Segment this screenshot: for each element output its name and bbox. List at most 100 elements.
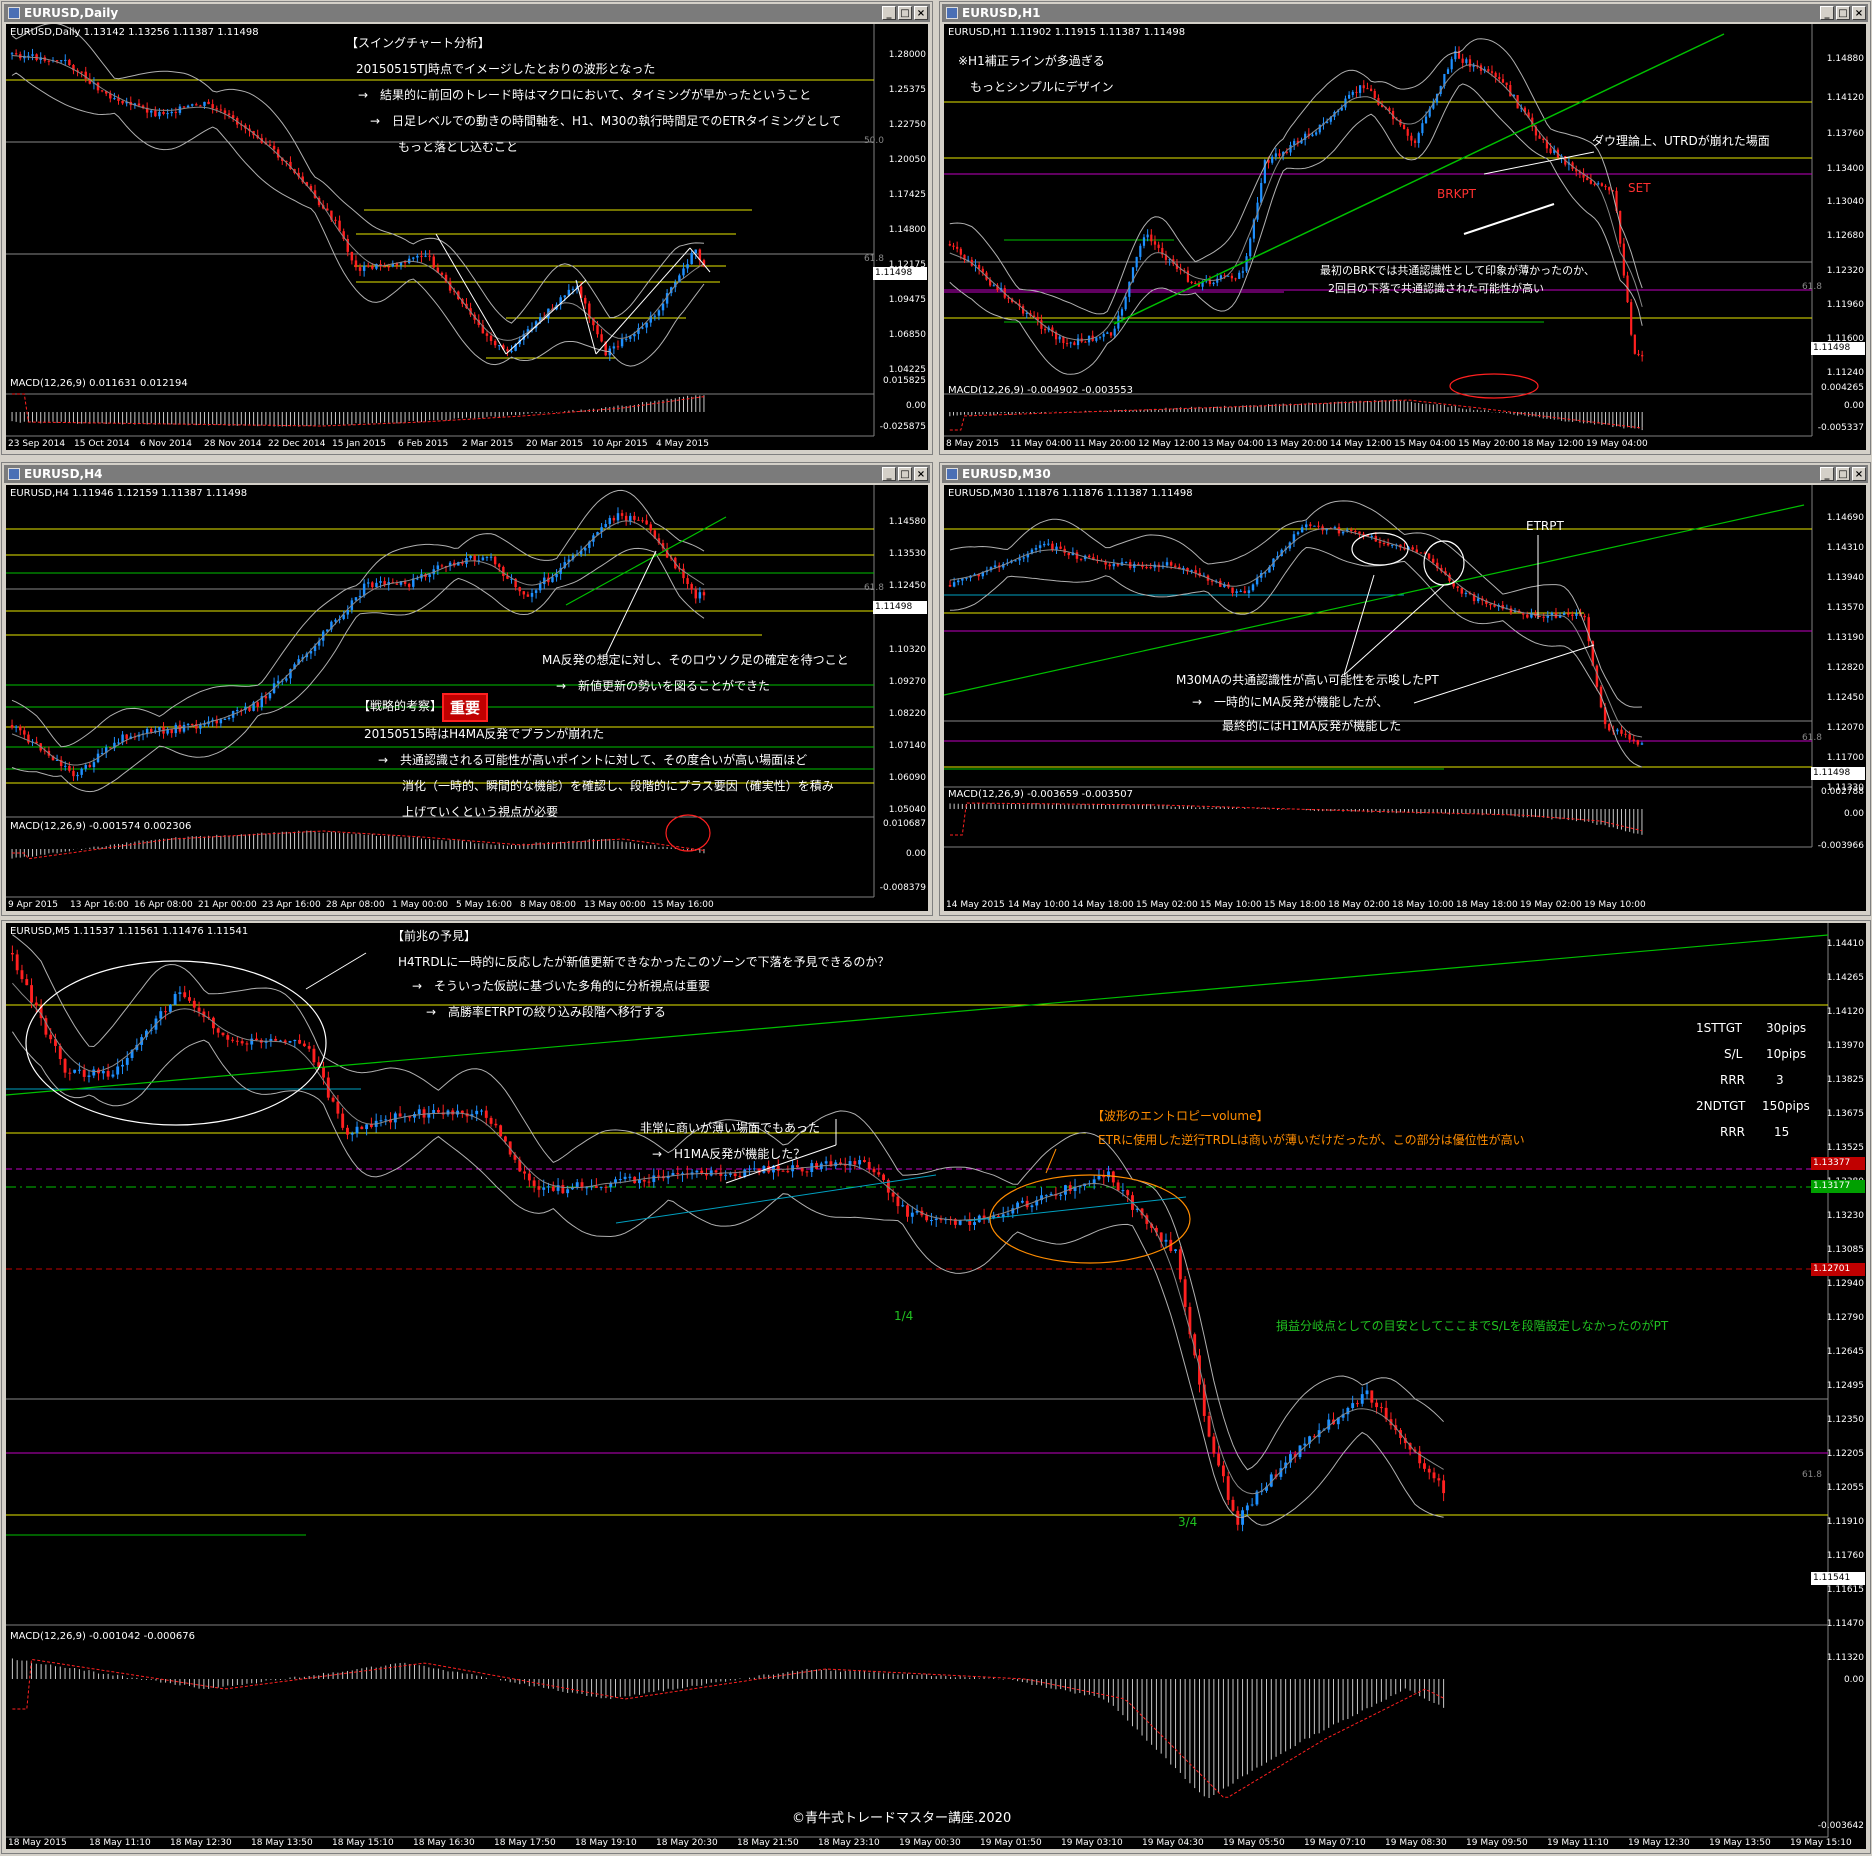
candle	[1366, 88, 1369, 90]
note: 消化（一時的、瞬間的な機能）を確認し、段階的にプラス要因（確実性）を積み	[402, 779, 834, 793]
candle	[326, 629, 329, 632]
maximize-icon[interactable]: □	[1836, 467, 1850, 481]
time-label: 15 May 18:00	[1264, 900, 1326, 910]
candle	[35, 741, 38, 744]
candle	[604, 341, 607, 356]
m30-titlebar[interactable]: EURUSD,M30 _ □ ×	[942, 465, 1868, 483]
candle	[1051, 543, 1054, 550]
candle	[154, 730, 157, 733]
symbol-header: EURUSD,Daily 1.13142 1.13256 1.11387 1.1…	[10, 27, 259, 38]
candle	[493, 340, 497, 346]
daily-chart[interactable]: EURUSD,Daily 1.13142 1.13256 1.11387 1.1…	[6, 24, 928, 450]
time-label: 15 May 02:00	[1136, 900, 1198, 910]
candle	[150, 729, 153, 733]
candle	[1120, 309, 1124, 316]
candle	[1340, 107, 1343, 111]
candle	[1351, 91, 1354, 95]
daily-titlebar[interactable]: EURUSD,Daily _ □ ×	[4, 4, 930, 22]
candle	[1509, 85, 1512, 97]
candle	[199, 724, 202, 729]
close-icon[interactable]: ×	[914, 6, 928, 20]
minimize-icon[interactable]: _	[1820, 467, 1834, 481]
minimize-icon[interactable]: _	[882, 6, 896, 20]
candle	[982, 1215, 986, 1220]
candle	[1207, 1415, 1211, 1437]
candle	[567, 289, 571, 296]
close-icon[interactable]: ×	[1852, 467, 1866, 481]
candle	[1137, 563, 1140, 565]
candle	[268, 692, 272, 699]
candle	[1633, 334, 1636, 354]
candle	[158, 111, 161, 117]
candle	[1146, 234, 1149, 238]
close-icon[interactable]: ×	[914, 467, 928, 481]
time-label: 2 Mar 2015	[462, 439, 514, 449]
candle	[824, 1161, 828, 1164]
maximize-icon[interactable]: □	[1836, 6, 1850, 20]
macd-scale: 0.004265	[1821, 383, 1864, 393]
candle	[1018, 558, 1021, 561]
candle	[1289, 145, 1292, 153]
candle	[700, 1170, 704, 1174]
candle	[393, 1113, 397, 1123]
brkpt-label: BRKPT	[1437, 187, 1477, 201]
candle	[1157, 244, 1160, 248]
trend-line	[1113, 33, 1725, 325]
current-price-badge: 1.11498	[1811, 767, 1865, 780]
candle	[264, 696, 268, 699]
price-label: 1.11615	[1826, 1585, 1864, 1595]
price-label: 1.12820	[1826, 663, 1864, 673]
maximize-icon[interactable]: □	[898, 467, 912, 481]
close-icon[interactable]: ×	[1852, 6, 1866, 20]
h1-chart[interactable]: EURUSD,H1 1.11902 1.11915 1.11387 1.1149…	[944, 24, 1866, 450]
candle	[159, 1011, 163, 1019]
candle	[362, 583, 366, 596]
candle	[117, 742, 120, 744]
candle	[506, 575, 509, 579]
macd-label: MACD(12,26,9) 0.011631 0.012194	[10, 378, 188, 389]
candle	[1042, 543, 1046, 546]
candle	[1059, 546, 1062, 549]
candle	[1112, 563, 1116, 567]
h4-chart[interactable]: EURUSD,H4 1.11946 1.12159 1.11387 1.1149…	[6, 485, 928, 911]
time-label: 18 May 2015	[8, 1838, 67, 1848]
minimize-icon[interactable]: _	[1820, 6, 1834, 20]
candle	[1575, 168, 1578, 172]
minimize-icon[interactable]: _	[882, 467, 896, 481]
symbol-header: EURUSD,H1 1.11902 1.11915 1.11387 1.1149…	[948, 27, 1186, 38]
candle	[283, 1040, 287, 1043]
h1-titlebar[interactable]: EURUSD,H1 _ □ ×	[942, 4, 1868, 22]
candle	[1315, 132, 1318, 135]
candle	[518, 1159, 522, 1172]
price-label: 1.11470	[1826, 1619, 1864, 1629]
candle	[623, 1176, 627, 1180]
price-label: 1.14310	[1826, 543, 1864, 553]
candle	[967, 259, 970, 261]
candle	[671, 1173, 675, 1176]
candle	[77, 1069, 81, 1071]
candle	[226, 1035, 230, 1040]
candle	[563, 562, 566, 568]
candle	[956, 246, 959, 249]
time-label: 13 May 00:00	[584, 900, 646, 910]
m30-chart[interactable]: EURUSD,M30 1.11876 1.11876 1.11387 1.114…	[944, 485, 1866, 911]
candle	[1260, 182, 1263, 203]
price-label: 1.10320	[888, 645, 926, 655]
candle	[698, 592, 702, 599]
price-label: 1.13230	[1826, 1211, 1864, 1221]
candle	[424, 574, 427, 577]
candle	[481, 557, 485, 561]
candle	[412, 578, 415, 587]
h4-titlebar[interactable]: EURUSD,H4 _ □ ×	[4, 465, 930, 483]
time-label: 19 May 00:30	[899, 1838, 961, 1848]
price-label: 1.12790	[1826, 1313, 1864, 1323]
candle	[1247, 590, 1251, 594]
candle	[1164, 254, 1168, 260]
candle	[848, 1161, 852, 1166]
m5-chart[interactable]: EURUSD,M5 1.11537 1.11561 1.11476 1.1154…	[6, 923, 1866, 1849]
candle	[1121, 1190, 1125, 1192]
candle	[116, 1066, 120, 1075]
candle	[1355, 91, 1358, 93]
maximize-icon[interactable]: □	[898, 6, 912, 20]
candle	[288, 1041, 292, 1043]
